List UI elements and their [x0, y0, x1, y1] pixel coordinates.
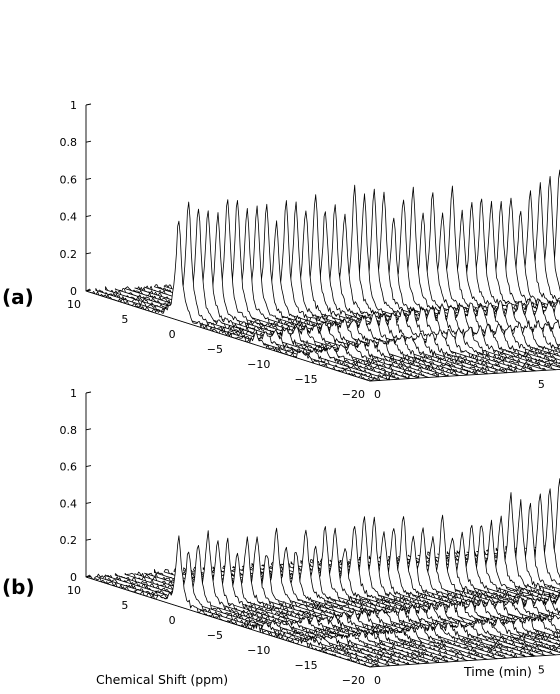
x-tick-label: −15 — [294, 373, 317, 386]
x-tick-label: −10 — [247, 358, 270, 371]
z-tick-label: 0.6 — [60, 461, 78, 474]
panel-label-a: (a) — [2, 285, 34, 309]
z-tick-mark — [86, 216, 91, 217]
z-tick-mark — [86, 429, 91, 430]
x-tick-label: −15 — [294, 659, 317, 672]
y-axis-title: Time (min) — [463, 664, 532, 679]
x-tick-label: 10 — [67, 298, 81, 311]
z-tick-mark — [86, 539, 91, 540]
z-tick-label: 0.4 — [60, 497, 78, 510]
x-tick-label: 0 — [169, 614, 176, 627]
z-tick-label: 0 — [70, 571, 77, 584]
z-tick-mark — [86, 466, 91, 467]
x-tick-label: 5 — [121, 313, 128, 326]
z-tick-label: 0.2 — [60, 534, 78, 547]
y-tick-label: 0 — [374, 388, 381, 401]
x-tick-label: −5 — [207, 343, 223, 356]
panel-label-b: (b) — [2, 575, 35, 599]
x-tick-label: −5 — [207, 629, 223, 642]
z-tick-label: 1 — [70, 99, 77, 112]
z-tick-label: 0.4 — [60, 211, 78, 224]
z-tick-label: 0.8 — [60, 136, 78, 149]
z-tick-label: 0 — [70, 285, 77, 298]
z-tick-mark — [86, 392, 91, 393]
x-tick-label: 10 — [67, 584, 81, 597]
z-tick-label: 0.6 — [60, 173, 78, 186]
x-axis-title: Chemical Shift (ppm) — [96, 672, 228, 687]
spectra-traces — [86, 109, 560, 381]
z-tick-mark — [86, 502, 91, 503]
x-tick-label: 0 — [169, 328, 176, 341]
y-tick-label: 0 — [374, 674, 381, 687]
x-tick-label: −10 — [247, 644, 270, 657]
y-tick-label: 5 — [538, 663, 545, 676]
z-tick-label: 1 — [70, 387, 77, 400]
z-tick-mark — [86, 178, 91, 179]
y-tick-label: 5 — [538, 378, 545, 391]
z-tick-label: 0.8 — [60, 424, 78, 437]
z-tick-mark — [86, 104, 91, 105]
z-tick-mark — [86, 253, 91, 254]
x-tick-label: −20 — [342, 388, 365, 401]
x-tick-label: −20 — [342, 674, 365, 687]
x-tick-label: 5 — [121, 599, 128, 612]
z-tick-mark — [86, 141, 91, 142]
z-tick-label: 0.2 — [60, 248, 78, 261]
spectra-traces — [86, 408, 560, 667]
